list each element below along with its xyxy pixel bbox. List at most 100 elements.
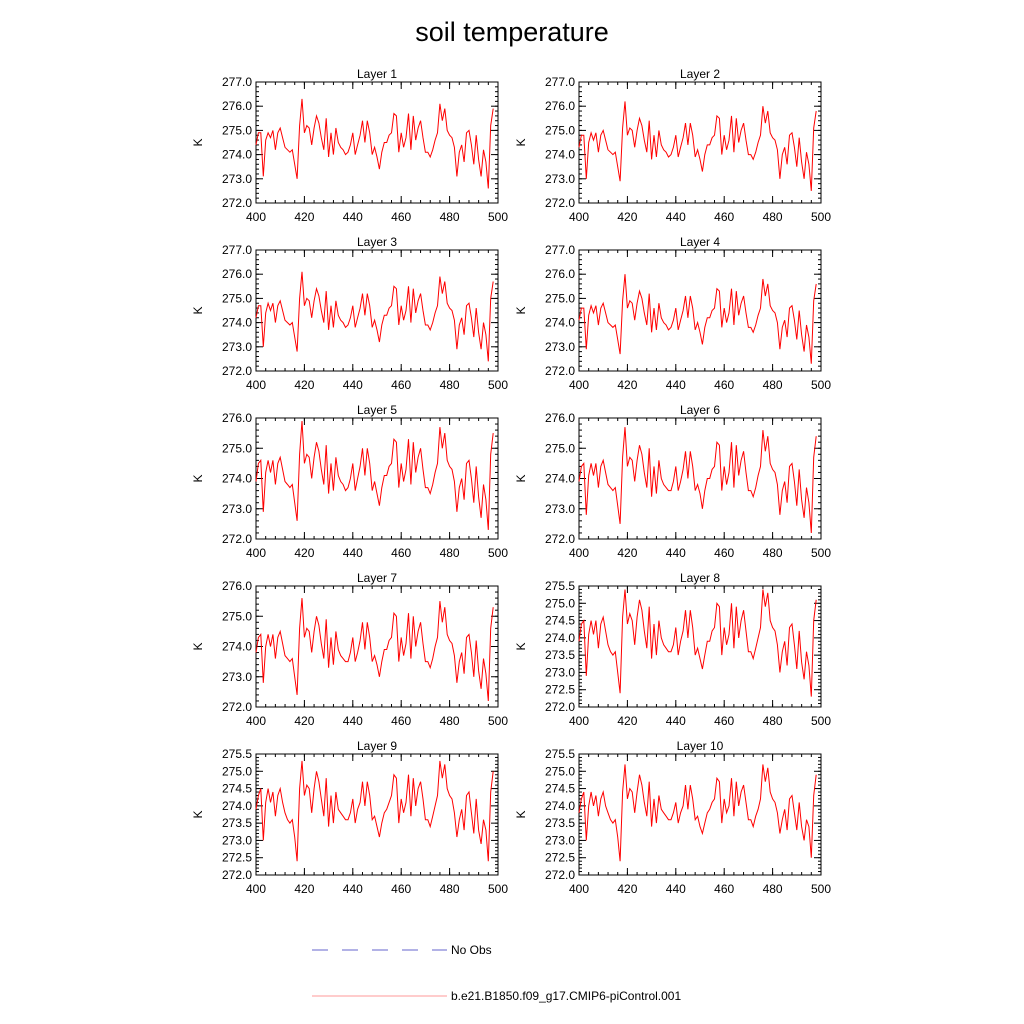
- y-tick-label: 276.0: [545, 267, 575, 281]
- x-tick-label: 420: [294, 714, 314, 728]
- x-tick-label: 440: [666, 210, 686, 224]
- x-tick-label: 460: [391, 378, 411, 392]
- x-tick-label: 420: [294, 210, 314, 224]
- y-axis-label: K: [191, 810, 205, 818]
- series-line-picontrol: [578, 427, 817, 534]
- x-tick-label: 500: [811, 546, 831, 560]
- legend-label-picontrol: b.e21.B1850.f09_g17.CMIP6-piControl.001: [451, 989, 681, 1003]
- y-tick-label: 275.0: [545, 596, 575, 610]
- x-tick-label: 500: [811, 714, 831, 728]
- x-tick-label: 500: [811, 882, 831, 896]
- panel-title: Layer 7: [357, 571, 397, 585]
- panel-layer-2: Layer 2 K 272.0 273.0 274.0 275.0 276.0 277.0 40…: [514, 67, 831, 224]
- series-line-picontrol: [255, 760, 494, 862]
- y-tick-label: 275.0: [545, 764, 575, 778]
- y-tick-label: 272.0: [222, 364, 252, 378]
- y-tick-label: 272.5: [545, 683, 575, 697]
- panel-layer-5: Layer 5 K 272.0 273.0 274.0 275.0 276.0 400 420 4…: [191, 403, 508, 560]
- panel-layer-10: Layer 10 K 272.0 272.5 273.0 273.5 274.0 274.5 2…: [514, 739, 831, 896]
- y-tick-label: 277.0: [222, 75, 252, 89]
- x-tick-label: 460: [391, 714, 411, 728]
- plot-frame: [255, 753, 499, 876]
- y-tick-label: 273.0: [222, 340, 252, 354]
- series-line-picontrol: [255, 271, 494, 362]
- x-tick-label: 440: [666, 378, 686, 392]
- plot-frame: [255, 585, 499, 708]
- x-tick-label: 460: [714, 546, 734, 560]
- x-tick-label: 420: [617, 882, 637, 896]
- y-tick-label: 276.0: [545, 99, 575, 113]
- panel-title: Layer 6: [680, 403, 720, 417]
- x-tick-label: 500: [488, 882, 508, 896]
- x-tick-label: 480: [440, 210, 460, 224]
- y-tick-label: 272.0: [545, 868, 575, 882]
- legend-label-no-obs: No Obs: [451, 943, 492, 957]
- x-tick-label: 400: [246, 882, 266, 896]
- y-tick-label: 272.0: [545, 700, 575, 714]
- x-tick-label: 440: [343, 210, 363, 224]
- series-line-picontrol: [578, 589, 817, 697]
- y-tick-label: 277.0: [545, 75, 575, 89]
- y-axis-label: K: [514, 306, 528, 314]
- x-tick-label: 400: [246, 210, 266, 224]
- y-tick-label: 272.0: [222, 196, 252, 210]
- x-tick-label: 440: [343, 546, 363, 560]
- y-tick-label: 273.5: [222, 816, 252, 830]
- y-tick-label: 275.5: [545, 579, 575, 593]
- x-tick-label: 480: [763, 378, 783, 392]
- series-line-picontrol: [578, 274, 817, 364]
- x-tick-label: 400: [569, 378, 589, 392]
- x-tick-label: 480: [763, 546, 783, 560]
- y-tick-label: 274.5: [545, 782, 575, 796]
- x-tick-label: 440: [666, 546, 686, 560]
- y-tick-label: 276.0: [545, 411, 575, 425]
- y-tick-label: 275.0: [222, 764, 252, 778]
- y-tick-label: 275.0: [222, 441, 252, 455]
- y-axis-label: K: [191, 138, 205, 146]
- figure-title: soil temperature: [415, 17, 609, 47]
- y-tick-label: 274.0: [222, 316, 252, 330]
- y-tick-label: 274.0: [545, 472, 575, 486]
- y-tick-label: 272.5: [545, 851, 575, 865]
- y-tick-label: 275.0: [545, 441, 575, 455]
- y-axis-label: K: [191, 474, 205, 482]
- x-tick-label: 460: [714, 882, 734, 896]
- y-tick-label: 273.0: [545, 502, 575, 516]
- y-tick-label: 274.0: [545, 799, 575, 813]
- y-tick-label: 276.0: [222, 267, 252, 281]
- panel-title: Layer 4: [680, 235, 720, 249]
- x-tick-label: 440: [666, 882, 686, 896]
- y-axis-label: K: [191, 306, 205, 314]
- y-tick-label: 274.0: [222, 640, 252, 654]
- y-axis-label: K: [514, 474, 528, 482]
- y-tick-label: 277.0: [545, 243, 575, 257]
- x-tick-label: 460: [391, 546, 411, 560]
- x-tick-label: 460: [391, 210, 411, 224]
- y-tick-label: 273.0: [222, 172, 252, 186]
- panel-grid: Layer 1 K 272.0 273.0 274.0 275.0 276.0 277.0 40…: [191, 67, 831, 896]
- y-tick-label: 276.0: [222, 579, 252, 593]
- y-axis-label: K: [514, 642, 528, 650]
- x-tick-label: 500: [811, 210, 831, 224]
- x-tick-label: 480: [763, 714, 783, 728]
- y-axis-label: K: [191, 642, 205, 650]
- x-tick-label: 400: [569, 714, 589, 728]
- x-tick-label: 420: [617, 546, 637, 560]
- x-tick-label: 420: [294, 546, 314, 560]
- x-tick-label: 500: [488, 714, 508, 728]
- y-tick-label: 272.0: [545, 532, 575, 546]
- y-tick-label: 272.5: [222, 851, 252, 865]
- x-tick-label: 480: [440, 882, 460, 896]
- x-tick-label: 400: [569, 882, 589, 896]
- series-line-picontrol: [578, 764, 817, 862]
- x-tick-label: 460: [391, 882, 411, 896]
- y-tick-label: 273.5: [545, 816, 575, 830]
- y-tick-label: 274.0: [545, 148, 575, 162]
- x-tick-label: 400: [569, 210, 589, 224]
- y-tick-label: 274.0: [222, 148, 252, 162]
- x-tick-label: 440: [343, 882, 363, 896]
- y-tick-label: 272.0: [545, 364, 575, 378]
- y-tick-label: 273.0: [545, 833, 575, 847]
- y-axis-label: K: [514, 138, 528, 146]
- x-tick-label: 460: [714, 378, 734, 392]
